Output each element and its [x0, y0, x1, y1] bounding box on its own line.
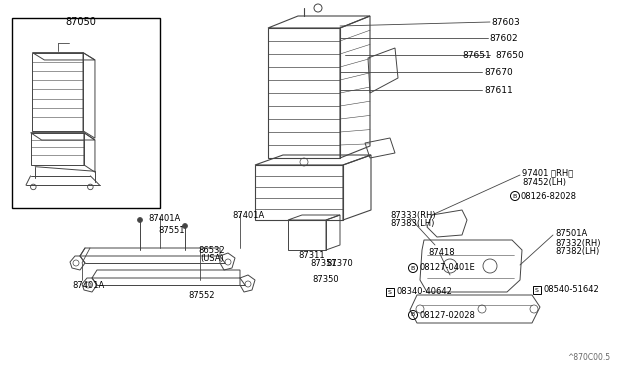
Text: 97401 〈RH〉: 97401 〈RH〉 — [522, 169, 573, 177]
Bar — [12, 18, 160, 208]
Text: 87351: 87351 — [310, 259, 337, 267]
Text: 87401A: 87401A — [148, 214, 180, 222]
Text: 87332(RH): 87332(RH) — [555, 238, 600, 247]
Text: 87050: 87050 — [65, 17, 96, 27]
Circle shape — [182, 224, 188, 228]
Text: S: S — [535, 288, 539, 292]
Text: 08126-82028: 08126-82028 — [521, 192, 577, 201]
Text: 87311: 87311 — [298, 250, 324, 260]
Text: 08127-0401E: 08127-0401E — [420, 263, 476, 273]
Text: 87650: 87650 — [495, 51, 524, 60]
Text: 87551: 87551 — [158, 225, 184, 234]
Text: 87602: 87602 — [489, 33, 518, 42]
Text: S: S — [388, 289, 392, 295]
Text: 87383(LH): 87383(LH) — [390, 218, 435, 228]
Bar — [386, 288, 394, 296]
Text: 08127-02028: 08127-02028 — [420, 311, 476, 320]
Text: 87382(LH): 87382(LH) — [555, 247, 599, 256]
Text: 87552: 87552 — [188, 291, 214, 299]
Text: 87611: 87611 — [484, 86, 513, 94]
Text: B: B — [513, 193, 517, 199]
Text: 87452(LH): 87452(LH) — [522, 177, 566, 186]
Text: 87418: 87418 — [428, 247, 454, 257]
Text: 87370: 87370 — [326, 259, 353, 267]
Text: 87651: 87651 — [462, 51, 491, 60]
Text: 87670: 87670 — [484, 67, 513, 77]
Text: 87401A: 87401A — [232, 211, 264, 219]
Bar — [533, 286, 541, 294]
Text: 87603: 87603 — [491, 17, 520, 26]
Text: 87350: 87350 — [312, 276, 339, 285]
Text: B: B — [411, 312, 415, 317]
Text: (USA): (USA) — [200, 254, 224, 263]
Text: 08540-51642: 08540-51642 — [544, 285, 600, 295]
Text: 86532: 86532 — [198, 246, 225, 254]
Text: B: B — [411, 266, 415, 270]
Text: 87333(RH): 87333(RH) — [390, 211, 436, 219]
Text: ^870C00.5: ^870C00.5 — [567, 353, 610, 362]
Circle shape — [138, 218, 143, 222]
Text: 87501A: 87501A — [555, 228, 588, 237]
Text: 08340-40642: 08340-40642 — [397, 288, 453, 296]
Text: 87401A: 87401A — [72, 280, 104, 289]
